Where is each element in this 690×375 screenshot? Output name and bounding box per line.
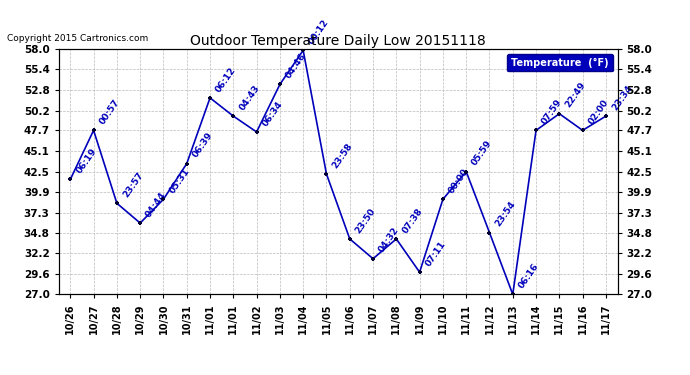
Title: Outdoor Temperature Daily Low 20151118: Outdoor Temperature Daily Low 20151118	[190, 34, 486, 48]
Text: 07:11: 07:11	[424, 239, 448, 268]
Point	[577, 128, 588, 134]
Text: 23:58: 23:58	[331, 141, 355, 170]
Point	[135, 220, 146, 226]
Point	[181, 160, 193, 166]
Text: 23:57: 23:57	[121, 170, 145, 199]
Text: 07:59: 07:59	[540, 98, 564, 126]
Point	[251, 129, 262, 135]
Point	[321, 171, 332, 177]
Point	[344, 236, 355, 242]
Text: 23:34: 23:34	[610, 83, 634, 112]
Point	[414, 269, 425, 275]
Point	[461, 169, 472, 175]
Text: 04:32: 04:32	[377, 226, 401, 255]
Point	[204, 95, 215, 101]
Text: 04:44: 04:44	[144, 190, 168, 219]
Point	[228, 113, 239, 119]
Text: 05:59: 05:59	[471, 139, 494, 167]
Point	[88, 128, 99, 134]
Point	[111, 200, 122, 206]
Text: 06:39: 06:39	[191, 131, 215, 159]
Point	[554, 111, 565, 117]
Point	[297, 47, 308, 53]
Point	[531, 128, 542, 134]
Point	[600, 113, 611, 119]
Point	[507, 291, 518, 297]
Point	[484, 230, 495, 236]
Point	[437, 196, 448, 202]
Text: 22:49: 22:49	[564, 81, 587, 110]
Text: 04:46: 04:46	[284, 51, 308, 80]
Text: 05:31: 05:31	[168, 166, 191, 195]
Point	[391, 236, 402, 242]
Text: 00:57: 00:57	[98, 98, 121, 126]
Text: 23:54: 23:54	[493, 200, 518, 228]
Point	[275, 81, 286, 87]
Text: 07:38: 07:38	[400, 206, 424, 235]
Text: 06:19: 06:19	[75, 147, 98, 176]
Text: 23:50: 23:50	[354, 206, 377, 235]
Point	[65, 177, 76, 183]
Text: 06:12: 06:12	[214, 65, 238, 94]
Point	[158, 196, 169, 202]
Point	[368, 256, 379, 262]
Text: 02:00: 02:00	[586, 98, 611, 126]
Text: 00:00: 00:00	[447, 167, 471, 195]
Text: 06:34: 06:34	[261, 99, 284, 128]
Text: Copyright 2015 Cartronics.com: Copyright 2015 Cartronics.com	[7, 34, 148, 43]
Text: 04:43: 04:43	[237, 83, 262, 112]
Text: 00:12: 00:12	[307, 18, 331, 46]
Text: 06:16: 06:16	[517, 262, 541, 290]
Legend: Temperature  (°F): Temperature (°F)	[507, 54, 613, 72]
